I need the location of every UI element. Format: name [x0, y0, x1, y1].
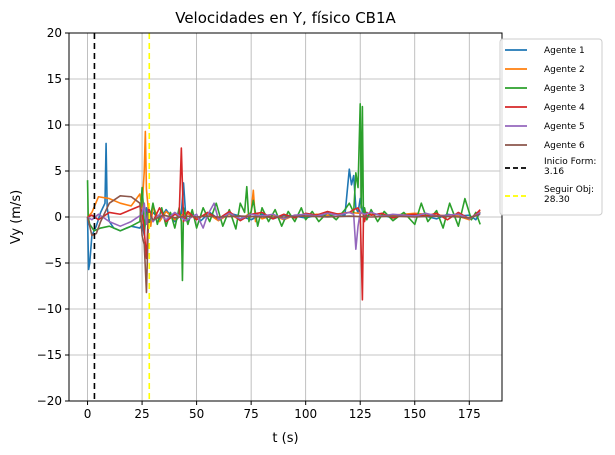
legend: Agente 1 Agente 2 Agente 3 Agente 4 Agente 5…: [499, 38, 603, 216]
x-tick-label: 175: [458, 407, 481, 421]
chart-title: Velocidades en Y, físico CB1A: [175, 9, 396, 27]
y-tick-label: −20: [37, 394, 62, 408]
x-axis-label: t (s): [272, 431, 298, 446]
y-tick-label: 10: [47, 118, 62, 132]
series-line-agente-6: [86, 195, 481, 294]
x-tick-label: 0: [84, 407, 92, 421]
y-axis: −20 −15 −10 −5 0 5 10 15 20: [37, 26, 69, 408]
series-line-agente-5: [87, 202, 481, 250]
x-tick-label: 100: [294, 407, 317, 421]
legend-label: Agente 1: [544, 46, 585, 56]
y-tick-label: 5: [54, 164, 62, 178]
y-tick-label: 0: [54, 210, 62, 224]
legend-box: [499, 38, 603, 216]
plot-area: [86, 33, 481, 401]
x-tick-label: 25: [134, 407, 149, 421]
x-axis: 0 25 50 75 100 125 150 175: [84, 401, 481, 421]
legend-label: Seguir Obj: 28.30: [544, 185, 594, 205]
y-tick-label: 20: [47, 26, 62, 40]
legend-label: Agente 5: [544, 122, 585, 132]
x-tick-label: 150: [403, 407, 426, 421]
y-tick-label: 15: [47, 72, 62, 86]
x-tick-label: 50: [189, 407, 204, 421]
y-axis-label: Vy (m/s): [9, 190, 24, 244]
y-tick-label: −15: [37, 348, 62, 362]
x-tick-label: 125: [349, 407, 372, 421]
legend-label: Agente 6: [544, 141, 585, 151]
y-tick-label: −10: [37, 302, 62, 316]
legend-label: Agente 2: [544, 65, 585, 75]
legend-label: Agente 4: [544, 103, 585, 113]
legend-label: Agente 3: [544, 84, 585, 94]
y-tick-label: −5: [44, 256, 62, 270]
x-tick-label: 75: [244, 407, 259, 421]
legend-label: Inicio Form: 3.16: [544, 157, 596, 177]
